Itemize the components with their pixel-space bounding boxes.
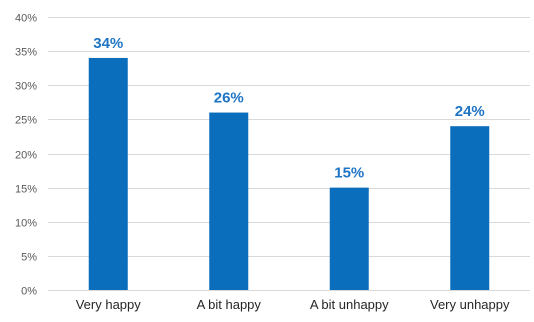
- category-label: A bit happy: [197, 297, 262, 312]
- data-label: 26%: [214, 90, 244, 107]
- x-axis-category-labels: Very happy A bit happy A bit unhappy Very u…: [76, 297, 510, 312]
- category-label: Very unhappy: [430, 297, 510, 312]
- y-tick-label: 35%: [15, 47, 37, 59]
- y-tick-label: 15%: [15, 184, 37, 196]
- data-label: 24%: [455, 103, 485, 120]
- bar-0: [88, 57, 128, 291]
- y-tick-label: 30%: [15, 81, 37, 93]
- data-label: 34%: [93, 35, 123, 52]
- y-tick-label: 0%: [21, 286, 37, 298]
- y-tick-label: 20%: [15, 150, 37, 162]
- gridlines: [48, 17, 530, 291]
- bar-1: [209, 112, 249, 290]
- y-tick-label: 5%: [21, 252, 37, 264]
- data-labels: 34% 26% 15% 24%: [93, 35, 485, 182]
- y-axis-tick-labels: 0% 5% 10% 15% 20% 25% 30% 35% 40%: [15, 13, 37, 298]
- y-tick-label: 25%: [15, 115, 37, 127]
- category-label: A bit unhappy: [310, 297, 389, 312]
- data-label: 15%: [334, 165, 364, 182]
- category-label: Very happy: [76, 297, 142, 312]
- y-tick-label: 10%: [15, 218, 37, 230]
- y-tick-label: 40%: [15, 13, 37, 25]
- bars: [88, 57, 490, 291]
- bar-3: [450, 126, 490, 290]
- bar-2: [329, 187, 369, 290]
